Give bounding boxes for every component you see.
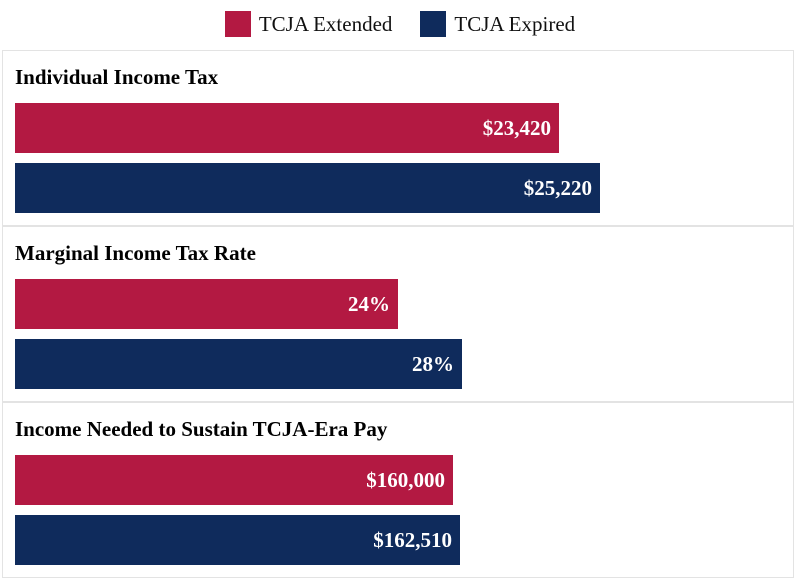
panel-marginal-income-tax-rate: Marginal Income Tax Rate 24% 28% — [2, 226, 794, 402]
bar-expired: $25,220 — [15, 163, 600, 213]
bar-extended: $160,000 — [15, 455, 453, 505]
bar-value-label: $25,220 — [523, 176, 592, 200]
bar-expired: $162,510 — [15, 515, 460, 565]
legend: TCJA Extended TCJA Expired — [0, 0, 800, 48]
bar-value-label: $162,510 — [373, 528, 452, 552]
panel-title: Income Needed to Sustain TCJA-Era Pay — [15, 417, 388, 441]
legend-swatch-extended — [224, 11, 251, 37]
bar-value-label: $160,000 — [366, 468, 445, 492]
panel-individual-income-tax: Individual Income Tax $23,420 $25,220 — [2, 50, 794, 226]
bar-value-label: 28% — [412, 352, 454, 376]
legend-item-extended: TCJA Extended — [224, 11, 393, 37]
bar-expired: 28% — [15, 339, 462, 389]
bar-extended: 24% — [15, 279, 398, 329]
panel-title: Marginal Income Tax Rate — [15, 241, 256, 265]
bar-extended: $23,420 — [15, 103, 559, 153]
legend-item-expired: TCJA Expired — [420, 11, 575, 37]
bar-value-label: $23,420 — [482, 116, 551, 140]
bar-value-label: 24% — [348, 292, 390, 316]
panel-title: Individual Income Tax — [15, 65, 219, 89]
legend-label-expired: TCJA Expired — [454, 11, 576, 36]
panel-income-needed: Income Needed to Sustain TCJA-Era Pay $1… — [2, 402, 794, 578]
legend-label-extended: TCJA Extended — [258, 11, 393, 36]
legend-swatch-expired — [420, 11, 447, 37]
